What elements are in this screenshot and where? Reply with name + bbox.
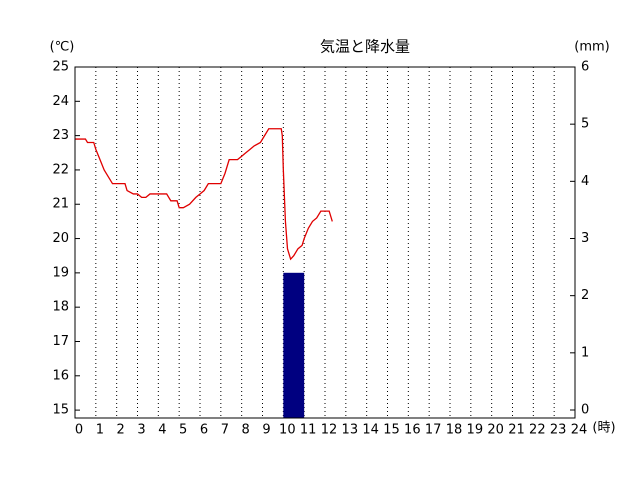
- x-tick-label: 13: [342, 423, 359, 438]
- x-tick-label: 14: [362, 423, 379, 438]
- x-axis-label: (時): [592, 421, 615, 436]
- x-tick-label: 0: [75, 423, 83, 438]
- x-tick-label: 10: [279, 423, 296, 438]
- x-tick-label: 24: [571, 423, 588, 438]
- x-tick-label: 8: [242, 423, 250, 438]
- chart-title: 気温と降水量: [320, 38, 410, 56]
- y-tick-label: 22: [52, 162, 69, 177]
- y2-tick-label: 5: [581, 117, 589, 132]
- plot-frame: [74, 66, 576, 419]
- x-tick-label: 15: [383, 423, 400, 438]
- x-tick-label: 19: [467, 423, 484, 438]
- x-tick-label: 18: [446, 423, 463, 438]
- bar: [283, 272, 305, 418]
- x-tick-label: 23: [550, 423, 567, 438]
- x-tick-label: 5: [179, 423, 187, 438]
- y-tick-label: 19: [52, 265, 69, 280]
- x-tick-label: 20: [487, 423, 504, 438]
- x-tick-label: 6: [200, 423, 208, 438]
- y-axis-label: (℃): [50, 40, 75, 55]
- y2-tick-label: 0: [581, 402, 589, 417]
- y-tick-label: 21: [52, 197, 69, 212]
- y2-tick-label: 2: [581, 288, 589, 303]
- y-tick-label: 20: [52, 231, 69, 246]
- y-tick-label: 15: [52, 403, 69, 418]
- x-tick-label: 3: [137, 423, 145, 438]
- x-tick-label: 21: [508, 423, 525, 438]
- y2-tick-label: 4: [581, 174, 589, 189]
- y-tick-label: 24: [52, 94, 69, 109]
- x-tick-label: 22: [529, 423, 546, 438]
- x-tick-label: 4: [158, 423, 166, 438]
- y2-tick-label: 1: [581, 345, 589, 360]
- y2-axis-label: (mm): [574, 40, 609, 55]
- x-tick-label: 17: [425, 423, 442, 438]
- x-tick-label: 9: [262, 423, 270, 438]
- y2-tick-label: 6: [581, 60, 589, 75]
- y-tick-label: 25: [52, 60, 69, 75]
- x-tick-label: 12: [321, 423, 338, 438]
- line: [75, 128, 333, 261]
- y-tick-label: 17: [52, 334, 69, 349]
- x-tick-label: 1: [96, 423, 104, 438]
- x-tick-label: 16: [404, 423, 421, 438]
- x-tick-label: 11: [300, 423, 317, 438]
- x-tick-label: 2: [117, 423, 125, 438]
- y2-tick-label: 3: [581, 231, 589, 246]
- x-tick-label: 7: [221, 423, 229, 438]
- y-tick-label: 16: [52, 368, 69, 383]
- y-tick-label: 18: [52, 300, 69, 315]
- y-tick-label: 23: [52, 128, 69, 143]
